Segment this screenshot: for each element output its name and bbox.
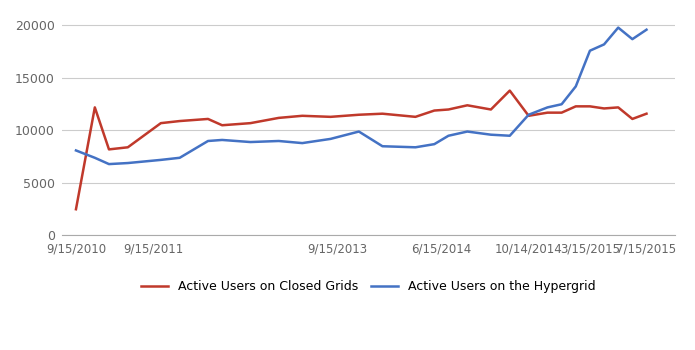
Active Users on Closed Grids [378,112,386,116]
Active Users on Closed Grids [298,114,306,118]
Active Users on the Hypergrid [275,139,283,143]
Active Users on the Hypergrid [411,145,420,149]
Active Users on Closed Grids [105,147,113,152]
Active Users on the Hypergrid [298,141,306,145]
Active Users on Closed Grids [571,104,580,108]
Active Users on the Hypergrid [557,102,566,106]
Active Users on the Hypergrid [525,113,533,117]
Active Users on Closed Grids [557,111,566,115]
Active Users on Closed Grids [444,107,452,112]
Active Users on Closed Grids [430,108,439,113]
Active Users on Closed Grids [72,207,80,211]
Active Users on Closed Grids [463,103,471,107]
Active Users on the Hypergrid [486,133,495,137]
Active Users on the Hypergrid [156,158,165,162]
Active Users on the Hypergrid [628,37,637,41]
Active Users on Closed Grids [156,121,165,125]
Active Users on Closed Grids [628,117,637,121]
Active Users on the Hypergrid [246,140,254,144]
Active Users on Closed Grids [600,106,608,111]
Active Users on the Hypergrid [354,130,363,134]
Active Users on Closed Grids [275,116,283,120]
Legend: Active Users on Closed Grids, Active Users on the Hypergrid: Active Users on Closed Grids, Active Use… [136,275,601,298]
Active Users on the Hypergrid [614,26,623,30]
Active Users on Closed Grids [411,115,420,119]
Active Users on the Hypergrid [105,162,113,166]
Active Users on the Hypergrid [176,156,184,160]
Active Users on Closed Grids [124,145,132,149]
Active Users on Closed Grids [218,123,227,127]
Active Users on the Hypergrid [378,144,386,148]
Active Users on Closed Grids [327,115,335,119]
Active Users on the Hypergrid [642,28,651,32]
Active Users on Closed Grids [525,114,533,118]
Active Users on Closed Grids [642,112,651,116]
Active Users on the Hypergrid [327,137,335,141]
Active Users on Closed Grids [586,104,594,108]
Line: Active Users on Closed Grids: Active Users on Closed Grids [76,91,646,209]
Active Users on the Hypergrid [600,42,608,47]
Active Users on the Hypergrid [124,161,132,165]
Active Users on the Hypergrid [430,142,439,146]
Active Users on Closed Grids [176,119,184,123]
Active Users on Closed Grids [246,121,254,125]
Active Users on Closed Grids [505,89,514,93]
Active Users on the Hypergrid [543,105,552,110]
Active Users on Closed Grids [354,113,363,117]
Active Users on the Hypergrid [463,130,471,134]
Active Users on the Hypergrid [571,84,580,89]
Active Users on Closed Grids [614,105,623,110]
Active Users on Closed Grids [204,117,212,121]
Active Users on the Hypergrid [218,138,227,142]
Active Users on Closed Grids [90,105,99,110]
Active Users on the Hypergrid [505,134,514,138]
Active Users on Closed Grids [486,107,495,112]
Active Users on the Hypergrid [90,156,99,160]
Line: Active Users on the Hypergrid: Active Users on the Hypergrid [76,28,646,164]
Active Users on the Hypergrid [204,139,212,143]
Active Users on Closed Grids [543,111,552,115]
Active Users on the Hypergrid [444,134,452,138]
Active Users on the Hypergrid [72,148,80,153]
Active Users on the Hypergrid [586,49,594,53]
